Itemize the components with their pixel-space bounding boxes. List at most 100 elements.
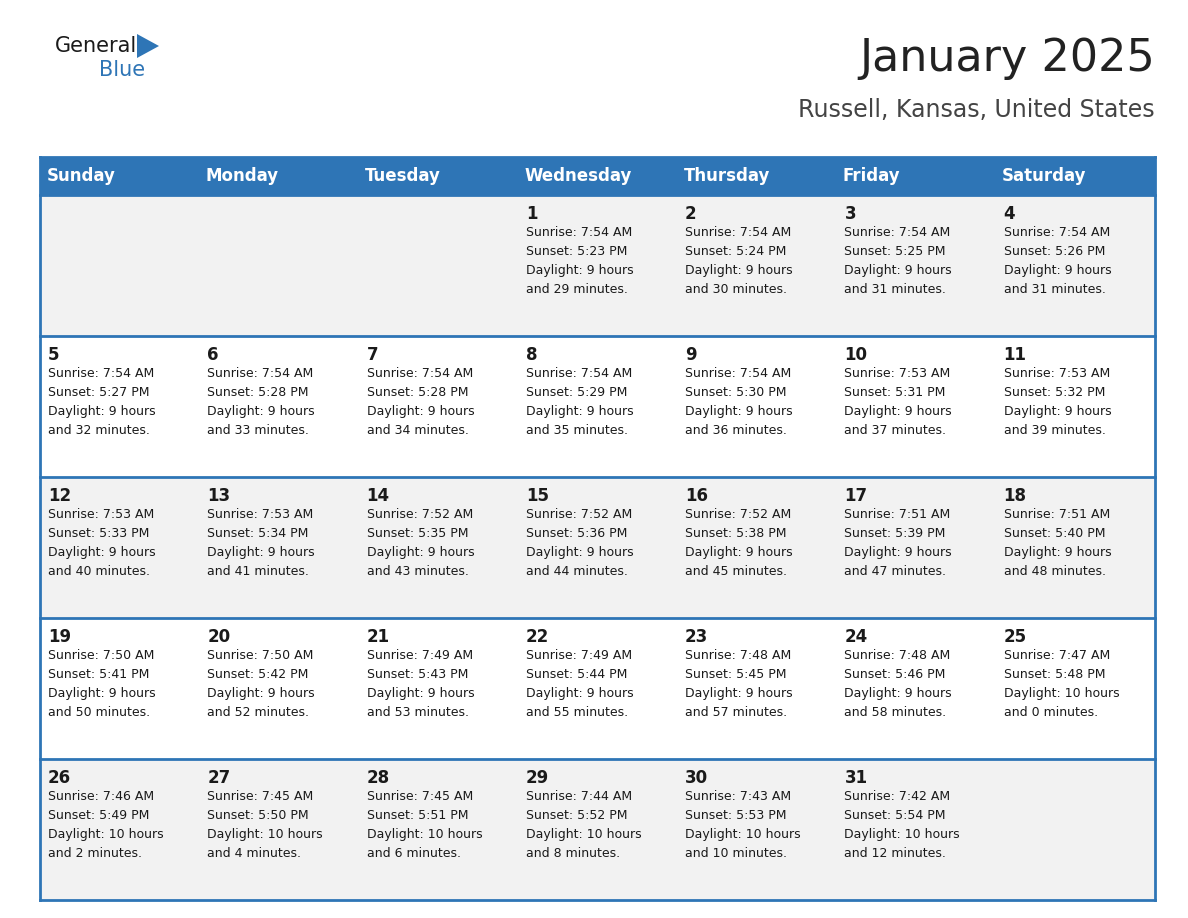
Text: and 41 minutes.: and 41 minutes. [207,565,309,578]
Text: and 12 minutes.: and 12 minutes. [845,847,947,860]
Text: and 8 minutes.: and 8 minutes. [526,847,620,860]
Text: Thursday: Thursday [683,167,770,185]
Text: Sunset: 5:54 PM: Sunset: 5:54 PM [845,809,946,822]
Text: Sunrise: 7:49 AM: Sunrise: 7:49 AM [526,649,632,662]
Bar [40,157,1155,195]
Text: Sunset: 5:36 PM: Sunset: 5:36 PM [526,527,627,540]
Text: 3: 3 [845,205,857,223]
Text: 1: 1 [526,205,537,223]
Text: 12: 12 [48,487,71,505]
Text: Sunset: 5:42 PM: Sunset: 5:42 PM [207,667,309,681]
Bar [40,336,1155,477]
Text: 24: 24 [845,628,867,646]
Text: and 36 minutes.: and 36 minutes. [685,424,786,437]
Text: Sunrise: 7:48 AM: Sunrise: 7:48 AM [845,649,950,662]
Text: and 44 minutes.: and 44 minutes. [526,565,627,578]
Text: Daylight: 9 hours: Daylight: 9 hours [48,405,156,418]
Text: Sunrise: 7:54 AM: Sunrise: 7:54 AM [526,226,632,239]
Text: 31: 31 [845,769,867,787]
Text: 2: 2 [685,205,696,223]
Text: 27: 27 [207,769,230,787]
Text: Daylight: 9 hours: Daylight: 9 hours [526,263,633,277]
Text: Sunrise: 7:53 AM: Sunrise: 7:53 AM [48,508,154,521]
Text: 9: 9 [685,346,696,364]
Text: Sunset: 5:43 PM: Sunset: 5:43 PM [367,667,468,681]
Text: Sunset: 5:52 PM: Sunset: 5:52 PM [526,809,627,822]
Text: Sunset: 5:49 PM: Sunset: 5:49 PM [48,809,150,822]
Text: 11: 11 [1004,346,1026,364]
Text: Sunset: 5:39 PM: Sunset: 5:39 PM [845,527,946,540]
Text: Blue: Blue [99,60,145,80]
Text: Sunrise: 7:44 AM: Sunrise: 7:44 AM [526,789,632,803]
Text: Daylight: 9 hours: Daylight: 9 hours [367,546,474,559]
Text: Daylight: 10 hours: Daylight: 10 hours [526,828,642,841]
Text: Tuesday: Tuesday [365,167,441,185]
Text: 4: 4 [1004,205,1016,223]
Text: Friday: Friday [842,167,901,185]
Text: and 32 minutes.: and 32 minutes. [48,424,150,437]
Text: 14: 14 [367,487,390,505]
Text: Sunset: 5:50 PM: Sunset: 5:50 PM [207,809,309,822]
Text: Sunrise: 7:52 AM: Sunrise: 7:52 AM [685,508,791,521]
Text: and 52 minutes.: and 52 minutes. [207,706,309,719]
Text: and 43 minutes.: and 43 minutes. [367,565,468,578]
Text: and 2 minutes.: and 2 minutes. [48,847,141,860]
Text: 20: 20 [207,628,230,646]
Text: Sunrise: 7:54 AM: Sunrise: 7:54 AM [685,226,791,239]
Text: 22: 22 [526,628,549,646]
Text: and 40 minutes.: and 40 minutes. [48,565,150,578]
Text: Sunrise: 7:46 AM: Sunrise: 7:46 AM [48,789,154,803]
Text: Sunset: 5:41 PM: Sunset: 5:41 PM [48,667,150,681]
Text: Daylight: 9 hours: Daylight: 9 hours [685,546,792,559]
Text: Daylight: 9 hours: Daylight: 9 hours [367,405,474,418]
Text: Daylight: 10 hours: Daylight: 10 hours [48,828,164,841]
Text: and 53 minutes.: and 53 minutes. [367,706,468,719]
Text: Sunrise: 7:52 AM: Sunrise: 7:52 AM [367,508,473,521]
Text: 29: 29 [526,769,549,787]
Text: 16: 16 [685,487,708,505]
Text: and 4 minutes.: and 4 minutes. [207,847,302,860]
Text: Sunset: 5:24 PM: Sunset: 5:24 PM [685,245,786,258]
Text: Monday: Monday [206,167,279,185]
Text: Daylight: 9 hours: Daylight: 9 hours [367,687,474,700]
Text: Daylight: 9 hours: Daylight: 9 hours [526,687,633,700]
Text: Daylight: 9 hours: Daylight: 9 hours [685,405,792,418]
Bar [40,195,1155,336]
Text: Daylight: 9 hours: Daylight: 9 hours [845,546,952,559]
Text: Sunset: 5:51 PM: Sunset: 5:51 PM [367,809,468,822]
Text: and 0 minutes.: and 0 minutes. [1004,706,1098,719]
Text: 10: 10 [845,346,867,364]
Text: and 34 minutes.: and 34 minutes. [367,424,468,437]
Text: Sunrise: 7:54 AM: Sunrise: 7:54 AM [845,226,950,239]
Text: Daylight: 10 hours: Daylight: 10 hours [685,828,801,841]
Text: Daylight: 9 hours: Daylight: 9 hours [1004,263,1111,277]
Text: Daylight: 10 hours: Daylight: 10 hours [367,828,482,841]
Text: Sunrise: 7:54 AM: Sunrise: 7:54 AM [48,367,154,380]
Text: Daylight: 9 hours: Daylight: 9 hours [845,405,952,418]
Text: Daylight: 9 hours: Daylight: 9 hours [48,546,156,559]
Text: Sunset: 5:30 PM: Sunset: 5:30 PM [685,386,786,398]
Text: Sunrise: 7:51 AM: Sunrise: 7:51 AM [1004,508,1110,521]
Text: and 29 minutes.: and 29 minutes. [526,283,627,296]
Text: Daylight: 10 hours: Daylight: 10 hours [1004,687,1119,700]
Text: Daylight: 9 hours: Daylight: 9 hours [526,405,633,418]
Text: Sunset: 5:48 PM: Sunset: 5:48 PM [1004,667,1105,681]
Text: Sunrise: 7:50 AM: Sunrise: 7:50 AM [48,649,154,662]
Text: and 39 minutes.: and 39 minutes. [1004,424,1106,437]
Text: Sunrise: 7:48 AM: Sunrise: 7:48 AM [685,649,791,662]
Text: 19: 19 [48,628,71,646]
Text: and 10 minutes.: and 10 minutes. [685,847,788,860]
Text: Sunrise: 7:54 AM: Sunrise: 7:54 AM [685,367,791,380]
Text: Daylight: 9 hours: Daylight: 9 hours [207,405,315,418]
Text: 8: 8 [526,346,537,364]
Text: Wednesday: Wednesday [524,167,632,185]
Text: 26: 26 [48,769,71,787]
Text: Sunrise: 7:45 AM: Sunrise: 7:45 AM [207,789,314,803]
Text: Saturday: Saturday [1003,167,1087,185]
Text: 5: 5 [48,346,59,364]
Text: 15: 15 [526,487,549,505]
Text: and 37 minutes.: and 37 minutes. [845,424,947,437]
Text: General: General [55,36,138,56]
Text: 21: 21 [367,628,390,646]
Text: and 31 minutes.: and 31 minutes. [845,283,947,296]
